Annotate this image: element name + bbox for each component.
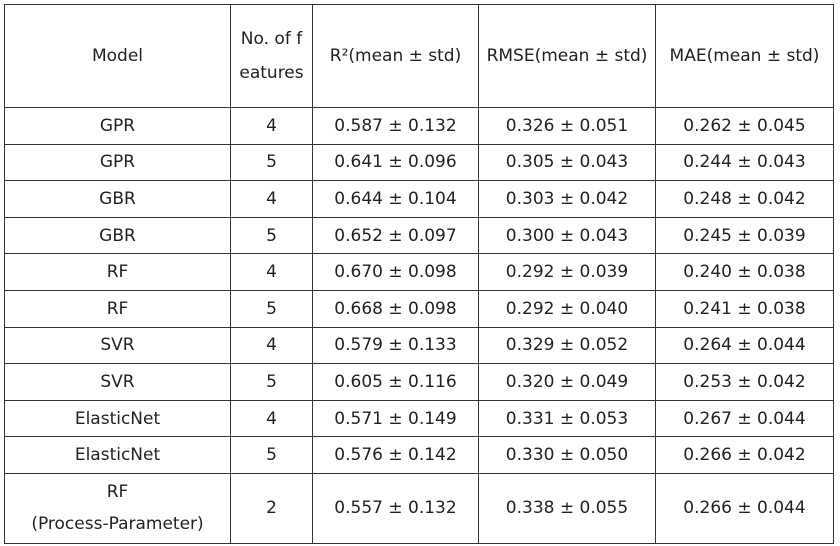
table-cell: 0.320 ± 0.049 bbox=[478, 363, 656, 401]
table-cell: 0.241 ± 0.038 bbox=[655, 289, 834, 328]
table-cell: 0.668 ± 0.098 bbox=[312, 289, 479, 328]
table-cell: 5 bbox=[230, 363, 313, 401]
header-cell: No. of features bbox=[230, 4, 313, 108]
table-cell: ElasticNet bbox=[4, 436, 231, 474]
table-cell: 0.266 ± 0.044 bbox=[655, 472, 834, 544]
table-cell: 0.330 ± 0.050 bbox=[478, 436, 656, 474]
table-cell: RF (Process-Parameter) bbox=[4, 472, 231, 544]
table-row: SVR 5 0.605 ± 0.116 0.320 ± 0.049 0.253 ± 0.… bbox=[4, 363, 834, 401]
table-cell: 0.338 ± 0.055 bbox=[478, 472, 656, 544]
table-row: GBR 4 0.644 ± 0.104 0.303 ± 0.042 0.248 ± 0.… bbox=[4, 180, 834, 218]
table-cell: 0.266 ± 0.042 bbox=[655, 436, 834, 474]
table-cell: 0.557 ± 0.132 bbox=[312, 472, 479, 544]
table-cell: 0.264 ± 0.044 bbox=[655, 326, 834, 365]
table-row: ElasticNet 4 0.571 ± 0.149 0.331 ± 0.053 0.2… bbox=[4, 399, 834, 438]
results-table: Model No. of features R²(mean ± std) RMSE(m… bbox=[4, 4, 834, 544]
table-cell: 4 bbox=[230, 253, 313, 291]
table-cell: 0.644 ± 0.104 bbox=[312, 180, 479, 218]
table-cell: 0.292 ± 0.039 bbox=[478, 253, 656, 291]
table-cell: 0.605 ± 0.116 bbox=[312, 363, 479, 401]
table-row: RF 5 0.668 ± 0.098 0.292 ± 0.040 0.241 ± 0.0… bbox=[4, 289, 834, 328]
table-cell: 0.300 ± 0.043 bbox=[478, 216, 656, 255]
table-cell: 5 bbox=[230, 143, 313, 182]
table-cell: 0.652 ± 0.097 bbox=[312, 216, 479, 255]
table-cell: 5 bbox=[230, 289, 313, 328]
table-row: ElasticNet 5 0.576 ± 0.142 0.330 ± 0.050 0.2… bbox=[4, 436, 834, 474]
table-cell: 0.267 ± 0.044 bbox=[655, 399, 834, 438]
table-cell: 0.579 ± 0.133 bbox=[312, 326, 479, 365]
table-cell: 0.576 ± 0.142 bbox=[312, 436, 479, 474]
header-cell: RMSE(mean ± std) bbox=[478, 4, 656, 108]
table-cell: GPR bbox=[4, 143, 231, 182]
table-cell: GBR bbox=[4, 180, 231, 218]
table-cell: 5 bbox=[230, 216, 313, 255]
table-row: GPR 4 0.587 ± 0.132 0.326 ± 0.051 0.262 ± 0.… bbox=[4, 107, 834, 145]
table-cell: 0.305 ± 0.043 bbox=[478, 143, 656, 182]
table-row: GPR 5 0.641 ± 0.096 0.305 ± 0.043 0.244 ± 0.… bbox=[4, 143, 834, 182]
table-cell: 0.292 ± 0.040 bbox=[478, 289, 656, 328]
table-cell: 0.244 ± 0.043 bbox=[655, 143, 834, 182]
table-cell: SVR bbox=[4, 326, 231, 365]
table-cell: 4 bbox=[230, 326, 313, 365]
table-cell: ElasticNet bbox=[4, 399, 231, 438]
table-cell: 0.587 ± 0.132 bbox=[312, 107, 479, 145]
table-cell: SVR bbox=[4, 363, 231, 401]
table-row: RF 4 0.670 ± 0.098 0.292 ± 0.039 0.240 ± 0.0… bbox=[4, 253, 834, 291]
table-cell: GBR bbox=[4, 216, 231, 255]
table-cell: 4 bbox=[230, 107, 313, 145]
header-cell: MAE(mean ± std) bbox=[655, 4, 834, 108]
table-row: SVR 4 0.579 ± 0.133 0.329 ± 0.052 0.264 ± 0.… bbox=[4, 326, 834, 365]
header-cell: R²(mean ± std) bbox=[312, 4, 479, 108]
table-cell: 0.641 ± 0.096 bbox=[312, 143, 479, 182]
header-row: Model No. of features R²(mean ± std) RMSE(m… bbox=[4, 4, 834, 108]
table-cell: 0.571 ± 0.149 bbox=[312, 399, 479, 438]
header-cell: Model bbox=[4, 4, 231, 108]
table-row: GBR 5 0.652 ± 0.097 0.300 ± 0.043 0.245 ± 0.… bbox=[4, 216, 834, 255]
table-cell: GPR bbox=[4, 107, 231, 145]
table-cell: 0.240 ± 0.038 bbox=[655, 253, 834, 291]
table-cell: 0.303 ± 0.042 bbox=[478, 180, 656, 218]
table-cell: 0.670 ± 0.098 bbox=[312, 253, 479, 291]
table-cell: RF bbox=[4, 289, 231, 328]
table-cell: 0.262 ± 0.045 bbox=[655, 107, 834, 145]
table-cell: 4 bbox=[230, 399, 313, 438]
table-cell: 2 bbox=[230, 472, 313, 544]
table-cell: 0.253 ± 0.042 bbox=[655, 363, 834, 401]
table-cell: 4 bbox=[230, 180, 313, 218]
table-cell: 0.326 ± 0.051 bbox=[478, 107, 656, 145]
table-cell: 0.248 ± 0.042 bbox=[655, 180, 834, 218]
table-cell: 0.329 ± 0.052 bbox=[478, 326, 656, 365]
table-row: RF (Process-Parameter) 2 0.557 ± 0.132 0.33… bbox=[4, 472, 834, 544]
table-cell: 0.331 ± 0.053 bbox=[478, 399, 656, 438]
table-cell: 5 bbox=[230, 436, 313, 474]
table-cell: RF bbox=[4, 253, 231, 291]
table-cell: 0.245 ± 0.039 bbox=[655, 216, 834, 255]
